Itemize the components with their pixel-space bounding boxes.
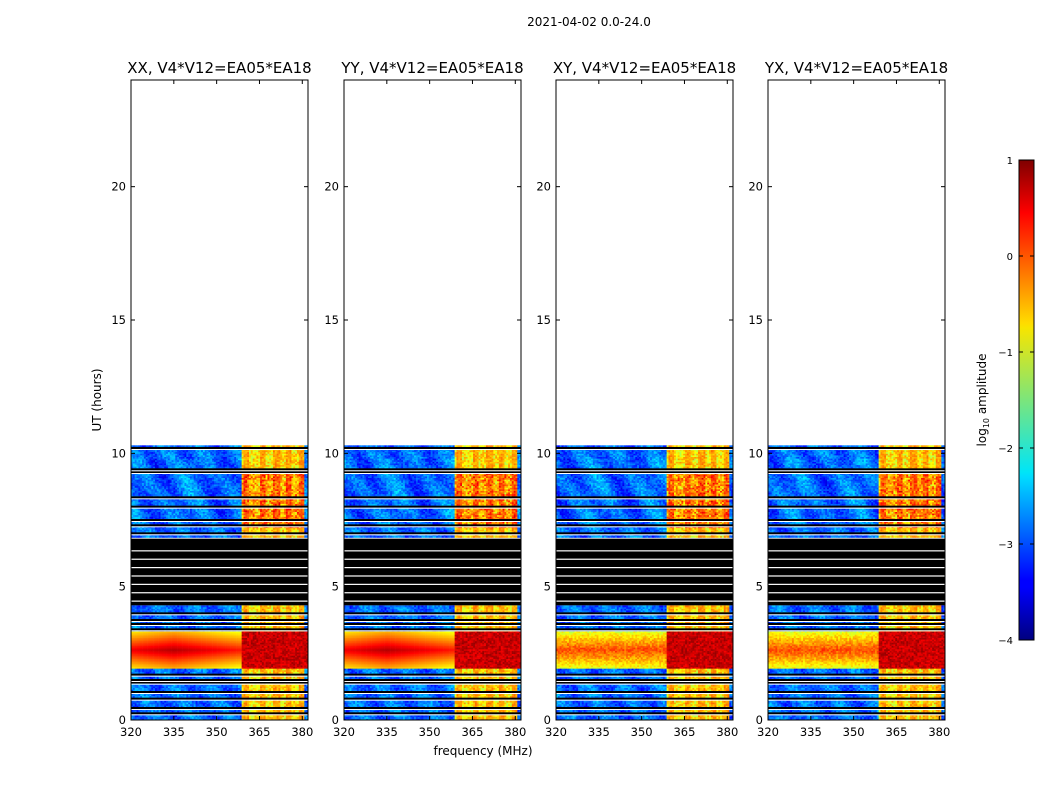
x-tick-label: 335 xyxy=(588,725,610,739)
y-tick-label: 5 xyxy=(119,580,126,594)
y-tick-label: 5 xyxy=(544,580,551,594)
x-tick-label: 335 xyxy=(376,725,398,739)
y-tick-label: 10 xyxy=(324,446,339,460)
panel-yx: YX, V4*V12=EA05*EA18 320 335 350 365 380 0 5 10 1… xyxy=(748,59,950,739)
colorbar-tick-label: −1 xyxy=(998,348,1013,359)
figure-title: 2021-04-02 0.0-24.0 xyxy=(527,15,651,29)
x-tick-label: 365 xyxy=(885,725,907,739)
x-tick-label: 380 xyxy=(716,725,738,739)
panel-yy: YY, V4*V12=EA05*EA18 320 335 350 365 380 0 5 10 1… xyxy=(324,59,526,739)
colorbar-tick-label: −2 xyxy=(998,444,1013,455)
x-tick-label: 320 xyxy=(757,725,779,739)
panel-title: YY, V4*V12=EA05*EA18 xyxy=(340,59,523,77)
y-axis-label: UT (hours) xyxy=(90,368,104,431)
x-tick-label: 350 xyxy=(843,725,865,739)
y-tick-label: 10 xyxy=(748,446,763,460)
flagged-block xyxy=(556,539,733,606)
x-tick-label: 320 xyxy=(120,725,142,739)
y-tick-label: 15 xyxy=(748,313,763,327)
y-tick-label: 5 xyxy=(756,580,763,594)
y-tick-label: 0 xyxy=(544,713,551,727)
y-tick-label: 10 xyxy=(111,446,126,460)
y-tick-label: 20 xyxy=(536,180,551,194)
colorbar-gradient xyxy=(1019,160,1034,640)
figure: 2021-04-02 0.0-24.0 XX, V4*V12=EA05*EA18… xyxy=(0,0,1050,800)
panel-title: XY, V4*V12=EA05*EA18 xyxy=(553,59,736,77)
panel-xx: XX, V4*V12=EA05*EA18 320 335 350 365 380 0 5 10 1… xyxy=(111,59,313,739)
y-tick-label: 20 xyxy=(111,180,126,194)
y-tick-label: 0 xyxy=(756,713,763,727)
colorbar: 1 0 −1 −2 −3 −4 log10 amplitude xyxy=(975,156,1034,647)
colorbar-label: log10 amplitude xyxy=(975,354,991,447)
x-tick-label: 380 xyxy=(504,725,526,739)
x-tick-label: 320 xyxy=(545,725,567,739)
x-tick-label: 365 xyxy=(673,725,695,739)
flagged-block xyxy=(131,539,308,606)
x-tick-label: 350 xyxy=(206,725,228,739)
y-tick-label: 15 xyxy=(324,313,339,327)
y-tick-label: 10 xyxy=(536,446,551,460)
y-tick-label: 0 xyxy=(332,713,339,727)
y-tick-label: 5 xyxy=(332,580,339,594)
x-tick-label: 380 xyxy=(291,725,313,739)
flagged-block xyxy=(344,539,521,606)
y-tick-label: 20 xyxy=(748,180,763,194)
x-tick-label: 365 xyxy=(248,725,270,739)
y-tick-label: 15 xyxy=(536,313,551,327)
x-tick-label: 320 xyxy=(333,725,355,739)
panel-title: XX, V4*V12=EA05*EA18 xyxy=(127,59,311,77)
y-tick-label: 0 xyxy=(119,713,126,727)
x-tick-label: 335 xyxy=(163,725,185,739)
colorbar-tick-label: 0 xyxy=(1007,252,1013,263)
x-tick-label: 365 xyxy=(461,725,483,739)
x-tick-label: 380 xyxy=(928,725,950,739)
y-tick-label: 20 xyxy=(324,180,339,194)
x-axis-label: frequency (MHz) xyxy=(433,744,532,758)
x-tick-label: 350 xyxy=(631,725,653,739)
y-tick-label: 15 xyxy=(111,313,126,327)
x-tick-label: 350 xyxy=(419,725,441,739)
panel-xy: XY, V4*V12=EA05*EA18 320 335 350 365 380 0 5 10 1… xyxy=(536,59,738,739)
colorbar-tick-label: −4 xyxy=(998,636,1013,647)
colorbar-tick-label: 1 xyxy=(1007,156,1013,167)
colorbar-tick-label: −3 xyxy=(998,540,1013,551)
flagged-block xyxy=(768,539,945,606)
panel-title: YX, V4*V12=EA05*EA18 xyxy=(764,59,948,77)
x-tick-label: 335 xyxy=(800,725,822,739)
